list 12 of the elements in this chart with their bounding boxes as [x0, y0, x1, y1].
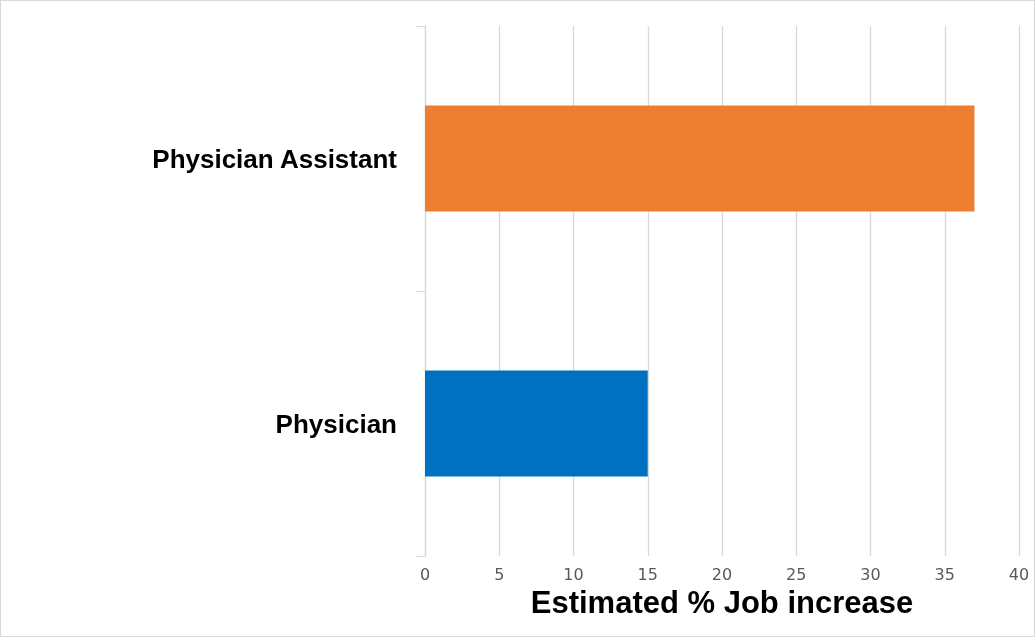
x-tick-label: 0 — [419, 564, 431, 584]
x-tick-label: 10 — [563, 564, 584, 584]
x-tick-label: 15 — [637, 564, 658, 584]
x-tick-label: 5 — [494, 564, 505, 584]
x-tick-label: 30 — [860, 564, 881, 584]
x-tick-label: 25 — [786, 564, 807, 584]
y-tick-label: Physician — [275, 408, 397, 439]
x-axis-title: Estimated % Job increase — [530, 584, 914, 620]
x-tick-label: 20 — [711, 564, 733, 584]
y-tick-label: Physician Assistant — [152, 143, 398, 174]
x-tick-label: 40 — [1008, 564, 1030, 584]
x-tick-label: 35 — [934, 564, 955, 584]
